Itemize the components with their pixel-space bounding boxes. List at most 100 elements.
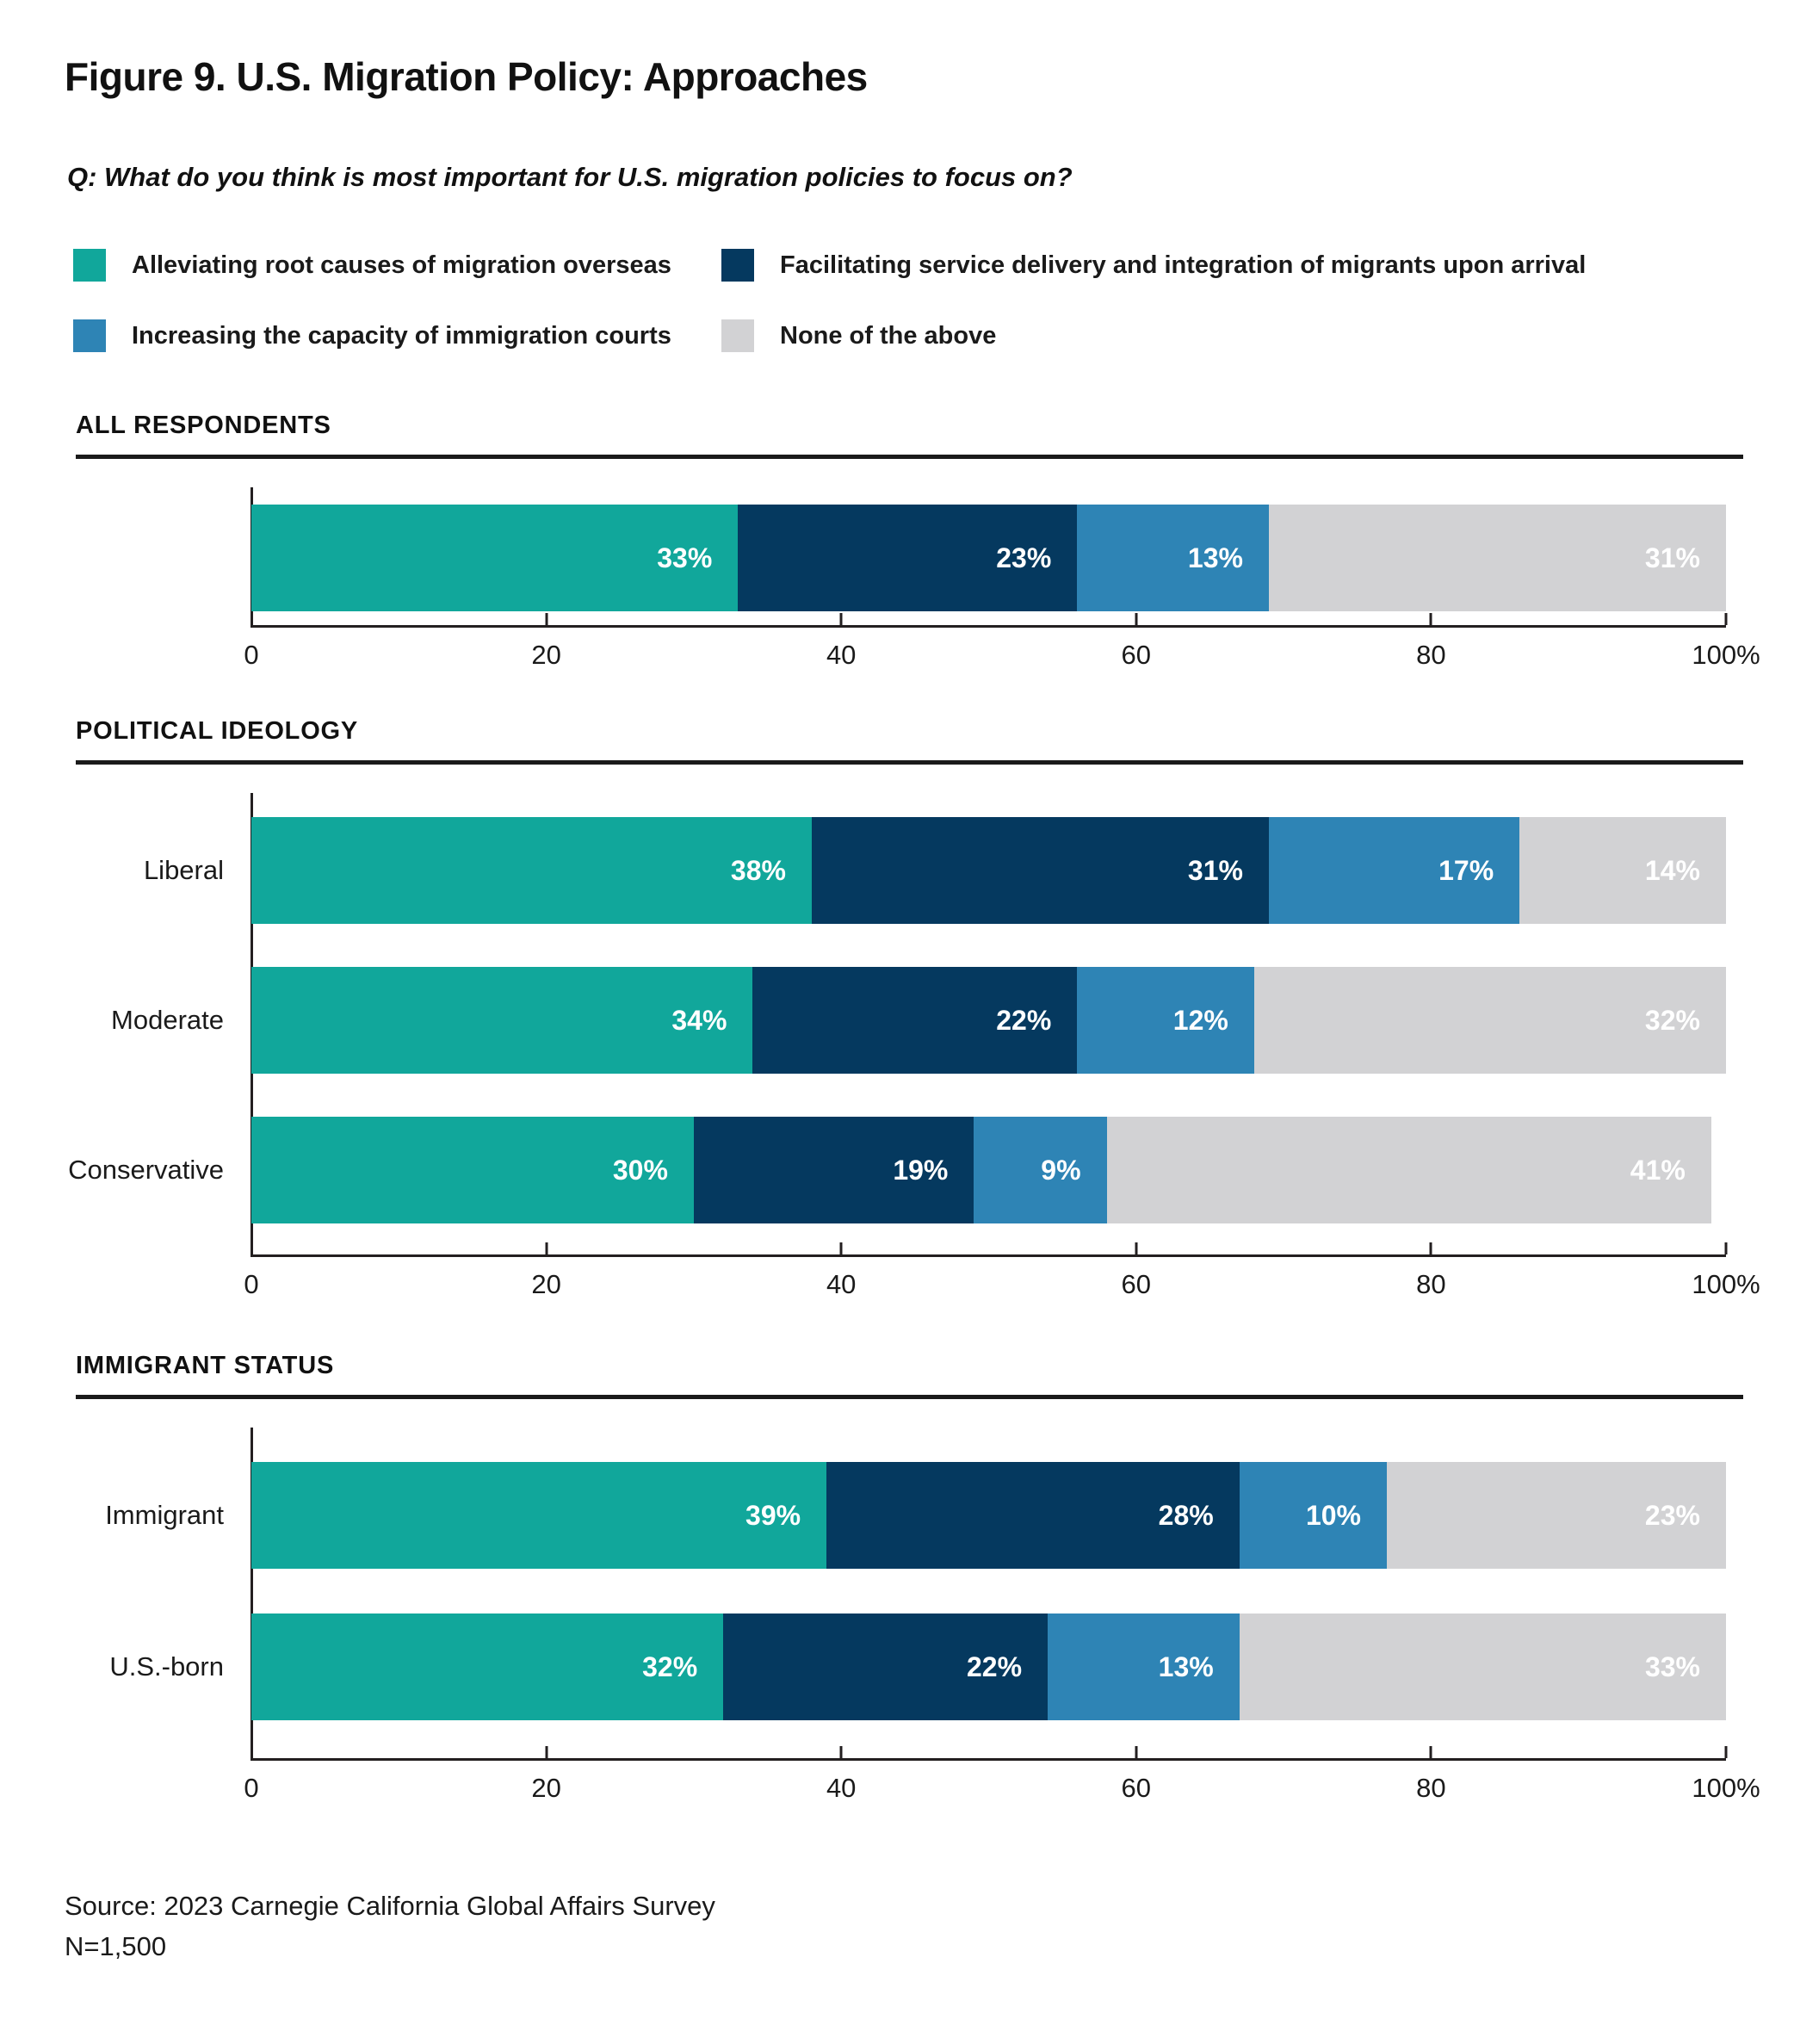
bar-segment-root-causes: 30% — [251, 1117, 694, 1223]
x-axis-tick-label: 0 — [244, 1269, 259, 1299]
x-axis-tick-label: 80 — [1416, 1773, 1446, 1803]
x-axis-tick — [545, 613, 548, 625]
x-axis-tick-labels: 0 20 40 60 80 100% — [244, 1761, 1760, 1806]
bar-segment-court-capacity: 10% — [1239, 1462, 1387, 1569]
x-axis-tick-label: 20 — [531, 1773, 561, 1803]
x-axis-tick-label: 0 — [244, 640, 259, 670]
legend-item: Facilitating service delivery and integr… — [721, 248, 1586, 282]
bar-segment-court-capacity: 9% — [974, 1117, 1107, 1223]
y-axis-line — [251, 1428, 253, 1761]
bar-segment-root-causes: 33% — [251, 505, 739, 611]
legend-label: Alleviating root causes of migration ove… — [132, 251, 671, 279]
bar-row: Liberal 38% 31% 17% 14% — [144, 817, 1726, 924]
x-axis-tick-label: 100% — [1692, 1773, 1760, 1803]
section-heading: IMMIGRANT STATUS — [76, 1352, 335, 1379]
bar-segment-value: 41% — [1630, 1154, 1686, 1186]
x-axis-tick — [1724, 1242, 1728, 1254]
bar-segment-value: 14% — [1644, 854, 1700, 886]
bar-row: Immigrant 39% 28% 10% 23% — [105, 1462, 1726, 1569]
x-axis-tick-label: 20 — [531, 640, 561, 670]
x-axis-tick-labels: 0 20 40 60 80 100% — [244, 1257, 1760, 1302]
x-axis-tick — [545, 1746, 548, 1758]
section-immigrant-status: IMMIGRANT STATUS Immigrant 39% 28% 10% 23% U.S… — [0, 1352, 1794, 1806]
legend-swatch-root-causes — [73, 249, 106, 282]
bar-segment-service-delivery: 31% — [811, 817, 1269, 924]
x-axis-tick — [1135, 1242, 1138, 1254]
stacked-bar-chart: Liberal 38% 31% 17% 14% Moderate 34% 22% 12% 32% C… — [68, 793, 1728, 1257]
x-axis-tick-label: 100% — [1692, 640, 1760, 670]
bar-segment-service-delivery: 19% — [693, 1117, 974, 1223]
x-axis-tick — [839, 1242, 843, 1254]
stacked-bar-chart: 33% 23% 13% 31% — [251, 487, 1728, 628]
bar-segment-value: 30% — [612, 1154, 668, 1186]
bar-segment-value: 12% — [1172, 1004, 1228, 1036]
figure-title: Figure 9. U.S. Migration Policy: Approac… — [65, 54, 868, 99]
survey-question: Q: What do you think is most important f… — [67, 162, 1073, 192]
bar-segment-value: 31% — [1187, 854, 1243, 886]
bar-row: Moderate 34% 22% 12% 32% — [111, 967, 1726, 1074]
x-axis-tick — [1135, 613, 1138, 625]
bar-row-label: Moderate — [111, 1005, 224, 1035]
x-axis-tick-label: 40 — [826, 640, 857, 670]
x-axis-tick — [839, 613, 843, 625]
bar-segment-value: 33% — [1644, 1651, 1700, 1682]
bar-segment-value: 34% — [671, 1004, 727, 1036]
bar-segment-value: 32% — [1644, 1004, 1700, 1036]
bar-segment-value: 23% — [996, 542, 1052, 573]
bar-rows: Liberal 38% 31% 17% 14% Moderate 34% 22% 12% 32% C… — [68, 793, 1726, 1254]
bar-segment-service-delivery: 28% — [826, 1462, 1240, 1569]
bar-segment-none-of-the-above: 23% — [1386, 1462, 1726, 1569]
x-axis-tick — [1429, 613, 1432, 625]
bar-rows: Immigrant 39% 28% 10% 23% U.S.-born 32% 22% 13% 3… — [105, 1428, 1726, 1758]
x-axis-tick-label: 60 — [1121, 640, 1152, 670]
bar-segment-value: 28% — [1158, 1499, 1214, 1531]
x-axis-tick — [1429, 1746, 1432, 1758]
x-axis-tick-label: 100% — [1692, 1269, 1760, 1299]
bar-row-label: U.S.-born — [109, 1651, 224, 1682]
x-axis-tick-label: 40 — [826, 1773, 857, 1803]
legend-swatch-court-capacity — [73, 319, 106, 352]
bar-segment-root-causes: 32% — [251, 1614, 724, 1720]
bar-segment-value: 22% — [966, 1651, 1023, 1682]
bar-segment-none-of-the-above: 32% — [1253, 967, 1726, 1074]
legend: Alleviating root causes of migration ove… — [73, 248, 1586, 353]
bar-segment-value: 38% — [730, 854, 786, 886]
bar-row: 33% 23% 13% 31% — [251, 505, 1726, 611]
bar-segment-court-capacity: 12% — [1077, 967, 1254, 1074]
bar-segment-root-causes: 34% — [251, 967, 753, 1074]
x-axis-tick-label: 0 — [244, 1773, 259, 1803]
section-political-ideology: POLITICAL IDEOLOGY Liberal 38% 31% 17% 14% Mod… — [0, 717, 1794, 1302]
section-rule — [76, 1395, 1743, 1399]
bar-segment-value: 22% — [996, 1004, 1052, 1036]
x-axis-tick — [1135, 1746, 1138, 1758]
x-axis-tick — [839, 1746, 843, 1758]
bar-row-label: Conservative — [68, 1155, 224, 1185]
bar-segment-service-delivery: 23% — [738, 505, 1078, 611]
bar-segment-none-of-the-above: 33% — [1239, 1614, 1726, 1720]
bar-segment-none-of-the-above: 41% — [1106, 1117, 1711, 1223]
legend-label: Facilitating service delivery and integr… — [780, 251, 1587, 279]
x-axis-tick-labels: 0 20 40 60 80 100% — [244, 628, 1760, 672]
x-axis-tick-label: 40 — [826, 1269, 857, 1299]
section-heading: ALL RESPONDENTS — [76, 412, 331, 439]
bar-segment-court-capacity: 13% — [1077, 505, 1269, 611]
legend-swatch-service-delivery — [721, 249, 754, 282]
bar-row: Conservative 30% 19% 9% 41% — [68, 1117, 1726, 1223]
bar-segment-service-delivery: 22% — [752, 967, 1078, 1074]
bar-row: U.S.-born 32% 22% 13% 33% — [109, 1614, 1726, 1720]
section-rule — [76, 455, 1743, 459]
x-axis-tick-label: 60 — [1121, 1773, 1152, 1803]
section-rule — [76, 760, 1743, 765]
stacked-bar-chart: Immigrant 39% 28% 10% 23% U.S.-born 32% 22% 13% 3… — [105, 1428, 1728, 1761]
bar-segment-none-of-the-above: 31% — [1268, 505, 1726, 611]
bar-segment-value: 13% — [1158, 1651, 1214, 1682]
x-axis-tick — [1724, 1746, 1728, 1758]
legend-label: None of the above — [780, 322, 997, 350]
bar-segment-value: 23% — [1644, 1499, 1700, 1531]
sample-size: N=1,500 — [65, 1931, 167, 1961]
legend-label: Increasing the capacity of immigration c… — [132, 322, 671, 350]
legend-item: None of the above — [721, 319, 1586, 353]
bar-segment-value: 19% — [893, 1154, 949, 1186]
x-axis-tick — [1429, 1242, 1432, 1254]
